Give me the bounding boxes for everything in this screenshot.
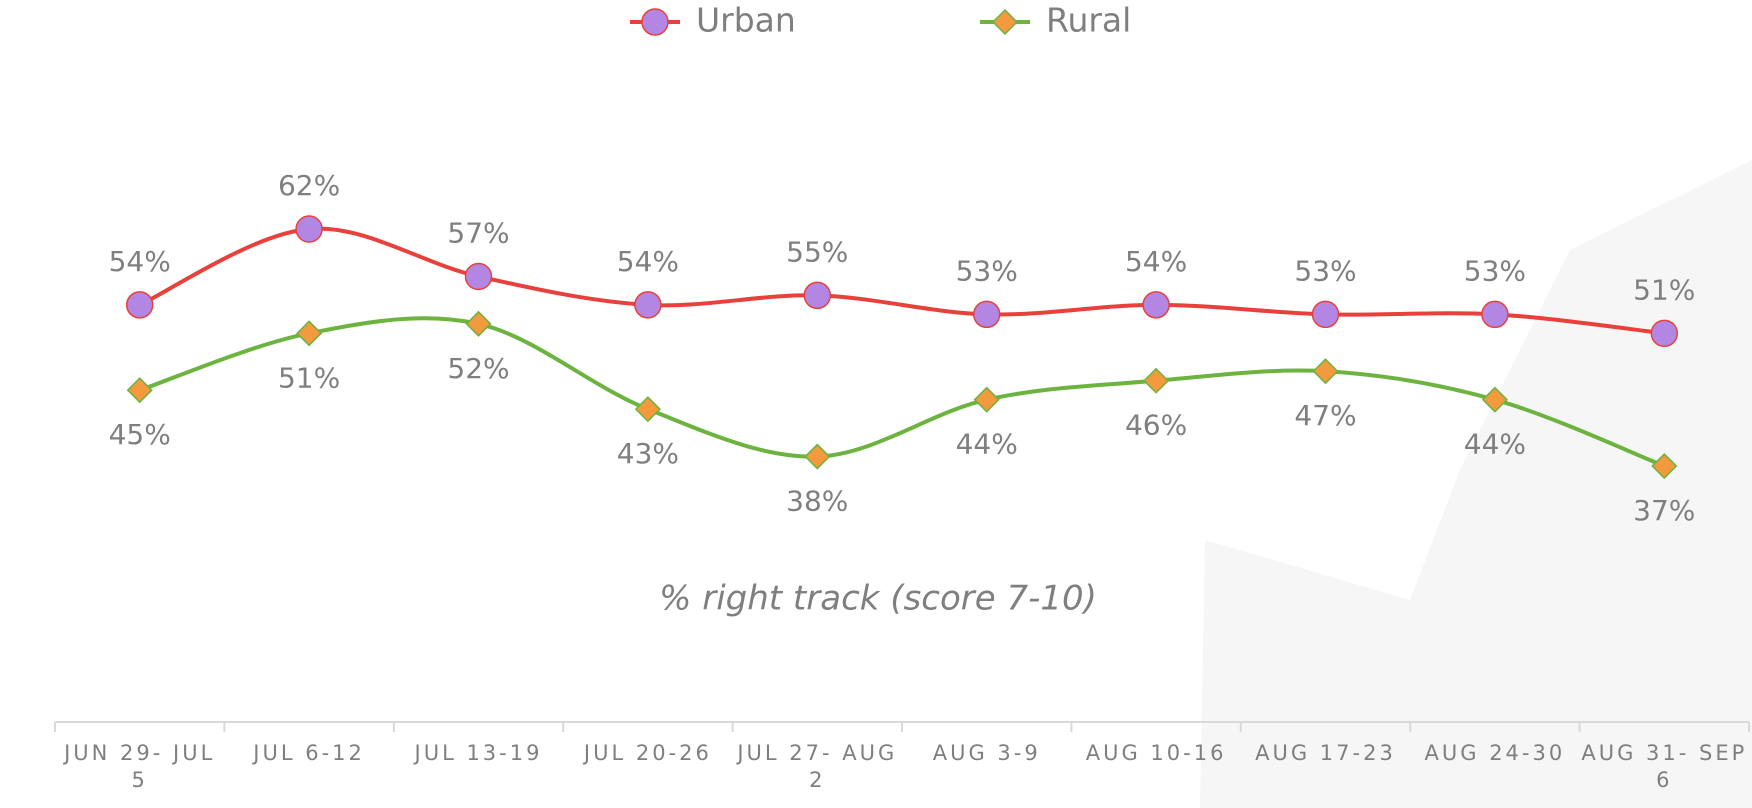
- x-tick-label: AUG 24-30: [1410, 740, 1579, 767]
- legend-label: Urban: [696, 1, 796, 40]
- marker: [466, 263, 492, 289]
- marker: [805, 445, 829, 469]
- marker: [1143, 292, 1169, 318]
- marker: [642, 9, 668, 35]
- marker: [636, 397, 660, 421]
- marker: [974, 301, 1000, 327]
- marker: [128, 378, 152, 402]
- data-label: 47%: [1294, 399, 1356, 432]
- data-label: 54%: [109, 245, 171, 278]
- marker: [1482, 301, 1508, 327]
- data-label: 53%: [956, 254, 1018, 287]
- data-label: 55%: [786, 235, 848, 268]
- x-tick-label: JUL 27- AUG 2: [733, 740, 902, 794]
- data-label: 57%: [447, 216, 509, 249]
- marker: [635, 292, 661, 318]
- x-tick-label: AUG 31- SEP 6: [1580, 740, 1749, 794]
- data-label: 46%: [1125, 409, 1187, 442]
- data-label: 44%: [1464, 428, 1526, 461]
- chart: % right track (score 7-10) 54% 62% 57% 54% 5…: [0, 0, 1752, 808]
- x-tick-label: AUG 3-9: [902, 740, 1071, 767]
- marker: [127, 292, 153, 318]
- annotation: % right track (score 7-10): [659, 579, 1097, 619]
- series-line: [140, 229, 1665, 334]
- page: % right track (score 7-10) 54% 62% 57% 54% 5…: [0, 0, 1752, 808]
- data-label: 44%: [956, 428, 1018, 461]
- data-label: 52%: [447, 352, 509, 385]
- data-label: 62%: [278, 169, 340, 202]
- marker: [467, 312, 491, 336]
- marker: [297, 321, 321, 345]
- marker: [975, 388, 999, 412]
- x-tick-label: JUL 20-26: [563, 740, 732, 767]
- legend-label: Rural: [1046, 1, 1131, 40]
- data-label: 54%: [617, 245, 679, 278]
- marker: [296, 216, 322, 242]
- x-tick-label: AUG 17-23: [1241, 740, 1410, 767]
- marker: [1314, 359, 1338, 383]
- x-tick-label: JUN 29- JUL 5: [55, 740, 224, 794]
- data-label: 53%: [1294, 254, 1356, 287]
- marker: [1651, 320, 1677, 346]
- data-label: 54%: [1125, 245, 1187, 278]
- data-label: 43%: [617, 437, 679, 470]
- x-tick-label: JUL 6-12: [224, 740, 393, 767]
- x-tick-label: AUG 10-16: [1071, 740, 1240, 767]
- x-tick-label: JUL 13-19: [394, 740, 563, 767]
- data-label: 51%: [1633, 273, 1695, 306]
- marker: [993, 10, 1017, 34]
- data-label: 37%: [1633, 494, 1695, 527]
- marker: [804, 282, 830, 308]
- marker: [1313, 301, 1339, 327]
- data-label: 38%: [786, 485, 848, 518]
- data-label: 53%: [1464, 254, 1526, 287]
- data-label: 45%: [109, 418, 171, 451]
- data-label: 51%: [278, 361, 340, 394]
- series-line: [140, 318, 1665, 466]
- marker: [1144, 369, 1168, 393]
